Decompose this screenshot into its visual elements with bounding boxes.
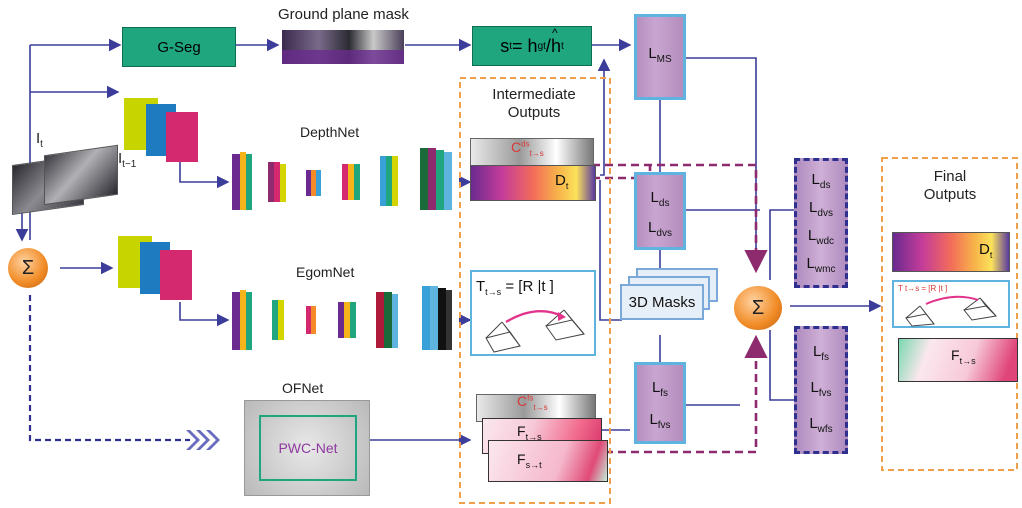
input-it1-label: It−1 (118, 150, 137, 170)
pose-box: Tt→s = [R |t ] (470, 270, 596, 356)
flow-final: Ft→s (898, 338, 1018, 382)
final-outputs-title: Final Outputs (923, 168, 977, 203)
loss-ms-box: LMS (634, 14, 686, 100)
camera-frustum-small-icon (905, 295, 998, 327)
camera-frustum-icon (485, 309, 585, 353)
scale-s: s (500, 35, 510, 56)
confidence-map-depth: Cdst→s (470, 138, 594, 168)
ground-mask-image (282, 30, 404, 64)
depthnet-layers (232, 148, 462, 212)
chevron-icon (186, 430, 220, 450)
ofnet-label: OFNet (282, 380, 324, 396)
depth-map-final: Dt (892, 232, 1010, 272)
egomnet-label: EgomNet (296, 264, 355, 280)
intermediate-frame (459, 77, 611, 504)
pwcnet-box: PWC-Net (259, 415, 357, 481)
egomnet-layers (232, 286, 462, 352)
depth-map-intermediate: Dt (470, 165, 596, 201)
input-frame-t1 (44, 144, 118, 206)
ground-plane-mask-title: Ground plane mask (278, 6, 409, 23)
loss-right-bottom: Lfs Lfvs Lwfs (794, 326, 848, 454)
masks-3d-box: 3D Masks (620, 284, 704, 320)
sigma-right: Σ (734, 286, 782, 330)
intermediate-outputs-title: Intermediate Outputs (492, 86, 576, 121)
flow-st-map: Fs→t (488, 440, 608, 482)
final-frame (881, 157, 1018, 471)
input-it-label: It (36, 130, 43, 150)
ofnet-box: PWC-Net (244, 400, 370, 496)
sigma-left: Σ (8, 248, 48, 288)
gseg-label: G-Seg (157, 38, 201, 56)
loss-depth-group: Lds Ldvs (634, 172, 686, 250)
loss-right-top: Lds Ldvs Lwdc Lwmc (794, 158, 848, 288)
depthnet-label: DepthNet (300, 124, 360, 140)
pose-final: T t→s = [R |t ] (892, 280, 1010, 328)
loss-flow-group: Lfs Lfvs (634, 362, 686, 444)
dashed-bus-top (592, 163, 768, 274)
gseg-box: G-Seg (122, 27, 236, 67)
dashed-to-ofnet (28, 295, 190, 442)
dashed-bus-bottom (592, 334, 768, 454)
